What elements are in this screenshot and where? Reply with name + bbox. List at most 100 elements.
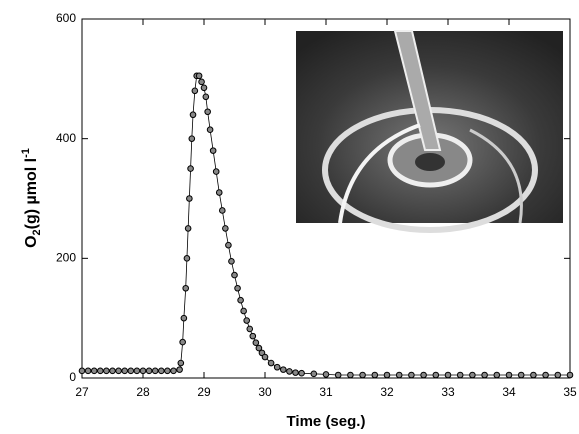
data-point xyxy=(133,367,141,375)
data-point xyxy=(395,371,403,379)
data-point xyxy=(505,371,513,379)
y-tick-label: 600 xyxy=(56,11,76,25)
data-point xyxy=(170,367,177,375)
y-tick-label: 400 xyxy=(56,131,76,145)
data-point xyxy=(187,165,194,172)
data-point xyxy=(481,371,488,379)
x-tick-label: 33 xyxy=(441,385,455,399)
data-point xyxy=(115,367,122,375)
x-tick-label: 29 xyxy=(197,385,211,399)
data-point xyxy=(212,168,220,175)
data-point xyxy=(566,371,574,379)
data-point xyxy=(121,367,128,375)
data-point xyxy=(255,344,263,352)
data-point xyxy=(542,371,549,379)
data-point xyxy=(206,126,214,133)
data-point xyxy=(84,367,92,375)
data-point xyxy=(139,367,147,375)
data-point xyxy=(298,369,305,377)
data-point xyxy=(432,371,440,379)
data-point xyxy=(334,371,342,379)
y-label-sup: -1 xyxy=(20,148,32,158)
data-point xyxy=(420,371,427,379)
data-point xyxy=(78,367,86,375)
data-point xyxy=(240,307,247,315)
data-point xyxy=(215,189,223,196)
y-label-part: (g) µmol l xyxy=(23,158,40,229)
data-point xyxy=(469,371,476,379)
data-point xyxy=(191,87,199,95)
x-tick-label: 31 xyxy=(319,385,333,399)
data-point xyxy=(186,195,193,202)
data-point xyxy=(198,78,205,86)
data-point xyxy=(267,359,275,367)
data-point xyxy=(444,371,452,379)
y-label-part: O xyxy=(23,235,40,247)
data-point xyxy=(97,367,104,375)
data-point xyxy=(249,332,257,340)
inset-photo xyxy=(296,30,563,233)
x-tick-label: 32 xyxy=(380,385,394,399)
data-point xyxy=(493,371,501,379)
data-point xyxy=(292,369,299,376)
x-tick-label: 30 xyxy=(258,385,272,399)
x-tick-label: 28 xyxy=(136,385,150,399)
data-point xyxy=(517,371,525,379)
data-point xyxy=(188,135,196,142)
data-point xyxy=(383,371,391,379)
data-point xyxy=(180,314,188,322)
data-point xyxy=(228,258,235,265)
x-tick-label: 35 xyxy=(563,385,577,399)
data-point xyxy=(310,370,318,378)
data-point xyxy=(408,371,415,379)
data-point xyxy=(231,271,238,279)
data-point xyxy=(225,241,232,249)
data-point xyxy=(158,367,165,375)
data-point xyxy=(179,338,186,346)
data-point xyxy=(127,367,135,375)
data-point xyxy=(151,367,159,375)
data-point xyxy=(195,72,203,80)
x-tick-label: 27 xyxy=(75,385,89,399)
data-point xyxy=(200,84,208,92)
data-point xyxy=(109,367,116,375)
data-point xyxy=(164,367,171,375)
data-point xyxy=(273,363,281,371)
y-tick-label: 0 xyxy=(69,370,76,384)
data-point xyxy=(286,368,293,375)
data-point xyxy=(90,367,98,375)
data-point xyxy=(222,225,229,232)
data-point xyxy=(219,207,226,214)
data-point xyxy=(145,367,153,375)
data-point xyxy=(246,325,254,333)
data-point xyxy=(359,371,366,379)
data-point xyxy=(554,371,562,379)
data-point xyxy=(177,359,185,367)
data-point xyxy=(189,111,197,119)
data-point xyxy=(322,371,330,378)
x-axis-label: Time (seg.) xyxy=(287,413,366,430)
data-point xyxy=(202,93,210,101)
data-point xyxy=(371,371,379,379)
x-tick-label: 34 xyxy=(502,385,516,399)
data-point xyxy=(182,284,189,292)
data-point xyxy=(237,296,244,304)
data-point xyxy=(103,367,110,375)
data-point xyxy=(209,147,217,154)
data-point xyxy=(456,371,464,379)
data-point xyxy=(204,108,211,116)
data-point xyxy=(184,225,192,232)
y-tick-label: 200 xyxy=(56,251,76,265)
y-label-sub: 2 xyxy=(31,229,43,235)
data-point xyxy=(280,366,287,373)
data-point xyxy=(252,339,260,346)
data-point xyxy=(530,371,537,379)
data-point xyxy=(243,317,250,324)
data-point xyxy=(183,255,191,262)
data-point xyxy=(234,284,241,292)
data-point xyxy=(347,371,354,379)
data-point xyxy=(261,353,269,361)
data-point xyxy=(176,366,183,373)
y-axis-label: O2(g) µmol l-1 xyxy=(20,148,43,248)
